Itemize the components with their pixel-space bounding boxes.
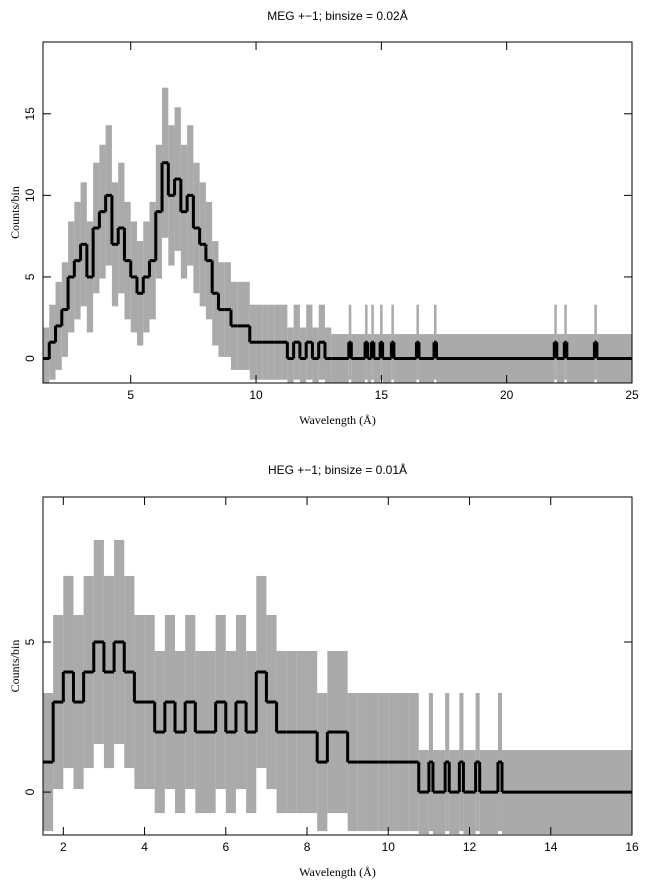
x-axis-label: Wavelength (Å) — [299, 413, 376, 427]
plot-area — [43, 539, 632, 835]
x-tick-label: 6 — [222, 840, 229, 854]
error-band — [287, 327, 294, 383]
x-tick-label: 20 — [500, 388, 514, 402]
y-tick-label: 15 — [23, 107, 37, 121]
plot-frame — [42, 496, 633, 836]
x-tick-label: 15 — [375, 388, 389, 402]
y-tick-label: 5 — [23, 638, 37, 645]
y-tick-label: 5 — [23, 273, 37, 280]
x-tick-label: 10 — [249, 388, 263, 402]
x-tick-label: 2 — [60, 840, 67, 854]
x-tick-label: 14 — [544, 840, 558, 854]
error-band — [324, 327, 332, 383]
plot-frame — [42, 41, 633, 384]
y-tick-label: 10 — [23, 188, 37, 202]
chart-title: HEG +−1; binsize = 0.01Å — [268, 462, 407, 477]
error-band — [299, 327, 307, 383]
x-tick-label: 25 — [625, 388, 639, 402]
x-tick-label: 12 — [463, 840, 477, 854]
y-tick-label: 0 — [23, 788, 37, 795]
plot-area — [43, 87, 632, 383]
x-axis-label: Wavelength (Å) — [299, 865, 376, 879]
y-tick-label: 0 — [23, 355, 37, 362]
error-band — [43, 327, 50, 383]
x-tick-label: 8 — [304, 840, 311, 854]
error-band — [312, 327, 319, 383]
x-tick-label: 16 — [625, 840, 639, 854]
x-tick-label: 10 — [382, 840, 396, 854]
y-axis-label: Counts/bin — [8, 640, 22, 693]
y-axis-label: Counts/bin — [8, 186, 22, 239]
chart-title: MEG +−1; binsize = 0.02Å — [267, 8, 407, 23]
x-tick-label: 5 — [127, 388, 134, 402]
x-tick-label: 4 — [141, 840, 148, 854]
